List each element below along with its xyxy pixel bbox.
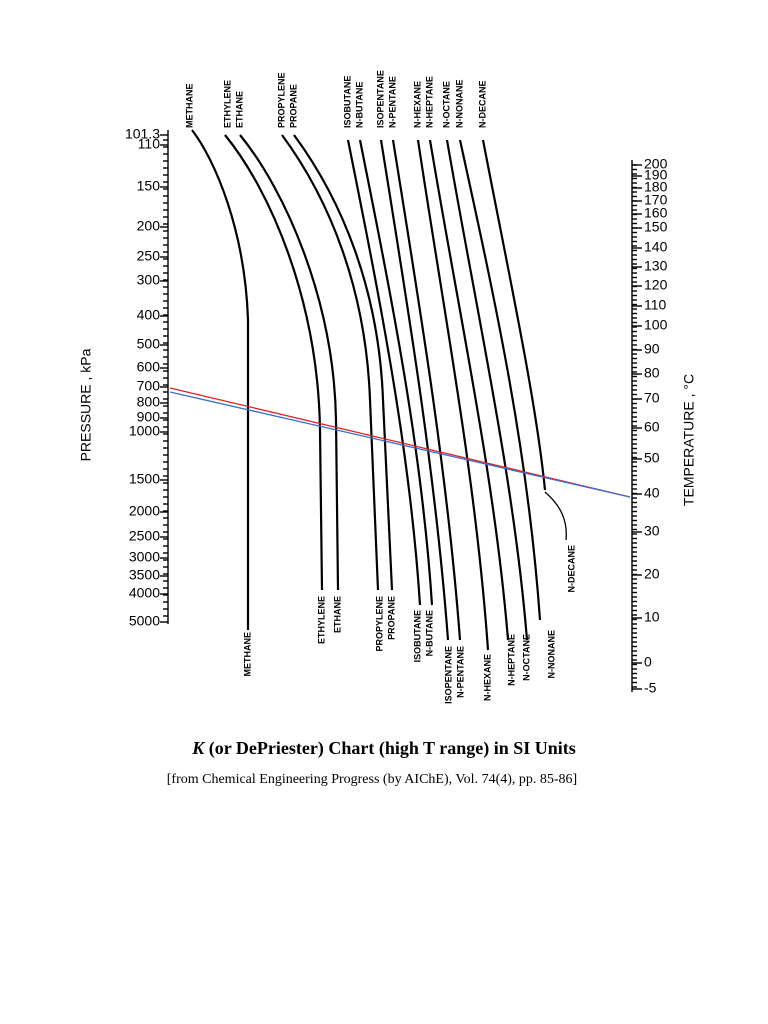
curve-n-heptane bbox=[428, 139, 510, 641]
temperature-tick-label: 90 bbox=[644, 341, 660, 357]
curve-n-hexane bbox=[416, 139, 490, 651]
bottom-component-label: ISOBUTANE bbox=[412, 610, 422, 662]
top-component-label: N-HEPTANE bbox=[424, 76, 434, 128]
temperature-tick-label: 40 bbox=[644, 485, 660, 501]
pressure-tick-label: 250 bbox=[137, 248, 161, 264]
curve-ethylene bbox=[224, 134, 324, 591]
bottom-component-label: N-HEXANE bbox=[482, 654, 492, 701]
pressure-tick-label: 200 bbox=[137, 218, 161, 234]
curve-n-butane bbox=[358, 139, 434, 606]
bottom-component-label: N-OCTANE bbox=[521, 634, 531, 681]
bottom-component-label: ETHANE bbox=[332, 596, 342, 633]
temperature-tick-label: 120 bbox=[644, 277, 668, 293]
pressure-tick-label: 600 bbox=[137, 359, 161, 375]
temperature-tick-label: 20 bbox=[644, 566, 660, 582]
top-component-label: N-HEXANE bbox=[412, 81, 422, 128]
component-curves bbox=[191, 129, 547, 651]
temperature-tick-label: 110 bbox=[644, 297, 667, 313]
temperature-tick-label: 100 bbox=[644, 317, 668, 333]
curve-ethane bbox=[239, 134, 340, 591]
pressure-axis-label: PRESSURE , kPa bbox=[78, 348, 94, 461]
bottom-component-label: N-BUTANE bbox=[424, 610, 434, 656]
top-component-label: ETHANE bbox=[234, 91, 244, 128]
temperature-tick-label: 30 bbox=[644, 523, 660, 539]
pressure-tick-label: 110 bbox=[138, 136, 161, 152]
temperature-tick-label: 150 bbox=[644, 219, 668, 235]
top-component-label: ISOBUTANE bbox=[342, 76, 352, 128]
bottom-component-label: METHANE bbox=[242, 632, 252, 677]
top-component-label: N-OCTANE bbox=[441, 81, 451, 128]
bottom-component-label: N-PENTANE bbox=[455, 646, 465, 698]
pressure-tick-label: 3500 bbox=[129, 567, 160, 583]
pressure-tick-label: 1000 bbox=[129, 423, 160, 439]
bottom-component-label: N-HEPTANE bbox=[506, 634, 516, 686]
caption-rest: (or DePriester) Chart (high T range) in … bbox=[209, 738, 576, 759]
pressure-tick-label: 4000 bbox=[129, 585, 160, 601]
bottom-component-label: ETHYLENE bbox=[316, 596, 326, 644]
caption-title: K (or DePriester) Chart (high T range) i… bbox=[191, 738, 576, 759]
decane-arrow bbox=[544, 491, 567, 541]
temperature-tick-label: 170 bbox=[644, 192, 668, 208]
pressure-tick-label: 5000 bbox=[129, 613, 160, 629]
temperature-tick-label: 140 bbox=[644, 239, 668, 255]
top-component-label: N-DECANE bbox=[477, 80, 487, 128]
curve-n-pentane bbox=[391, 139, 462, 641]
bottom-component-label: N-NONANE bbox=[546, 630, 556, 679]
bottom-component-label: ISOPENTANE bbox=[443, 646, 453, 704]
curve-propane bbox=[293, 134, 394, 591]
curve-isopentane bbox=[379, 139, 450, 641]
pressure-tick-label: 700 bbox=[137, 378, 161, 394]
top-component-label: PROPYLENE bbox=[276, 72, 286, 128]
pressure-tick-label: 800 bbox=[137, 394, 161, 410]
pressure-tick-label: 400 bbox=[137, 307, 161, 323]
top-component-label: N-BUTANE bbox=[354, 82, 364, 128]
temperature-tick-label: 180 bbox=[644, 179, 668, 195]
temperature-tick-label: 60 bbox=[644, 419, 660, 435]
temperature-tick-label: 200 bbox=[644, 156, 668, 172]
temperature-tick-label: -5 bbox=[644, 680, 657, 696]
temperature-tick-label: 50 bbox=[644, 450, 660, 466]
top-component-label: ISOPENTANE bbox=[375, 70, 385, 128]
pressure-tick-label: 900 bbox=[137, 409, 161, 425]
curve-n-decane bbox=[481, 139, 547, 491]
curve-n-nonane bbox=[458, 139, 542, 621]
top-component-label: N-NONANE bbox=[454, 80, 464, 129]
caption-k: K bbox=[191, 738, 206, 758]
top-component-label: N-PENTANE bbox=[387, 76, 397, 128]
pressure-tick-label: 3000 bbox=[129, 549, 160, 565]
temperature-tick-label: 70 bbox=[644, 390, 660, 406]
top-component-label: PROPANE bbox=[288, 84, 298, 128]
top-component-label: METHANE bbox=[184, 84, 194, 129]
bottom-component-label: N-DECANE bbox=[566, 545, 576, 593]
pressure-tick-label: 300 bbox=[137, 272, 161, 288]
curve-isobutane bbox=[346, 139, 422, 606]
pressure-tick-label: 2000 bbox=[129, 503, 160, 519]
pressure-tick-label: 150 bbox=[137, 178, 161, 194]
blue-tie-line bbox=[169, 391, 631, 498]
temperature-tick-label: 0 bbox=[644, 654, 652, 670]
temperature-axis-label: TEMPERATURE , °C bbox=[681, 374, 697, 506]
temperature-tick-label: 190 bbox=[644, 167, 668, 183]
pressure-tick-label: 101.3 bbox=[125, 126, 160, 142]
temperature-tick-label: 160 bbox=[644, 205, 668, 221]
pressure-tick-label: 1500 bbox=[129, 471, 160, 487]
pressure-tick-label: 2500 bbox=[129, 528, 160, 544]
temperature-tick-label: 10 bbox=[644, 609, 660, 625]
bottom-component-label: PROPYLENE bbox=[374, 596, 384, 652]
bottom-component-label: PROPANE bbox=[386, 596, 396, 640]
curve-methane bbox=[191, 129, 250, 630]
curve-propylene bbox=[281, 134, 380, 591]
pressure-tick-label: 500 bbox=[137, 336, 161, 352]
curve-n-octane bbox=[445, 139, 529, 641]
caption-source: [from Chemical Engineering Progress (by … bbox=[167, 772, 577, 787]
temperature-tick-label: 80 bbox=[644, 365, 660, 381]
top-component-label: ETHYLENE bbox=[222, 80, 232, 128]
temperature-tick-label: 130 bbox=[644, 258, 668, 274]
